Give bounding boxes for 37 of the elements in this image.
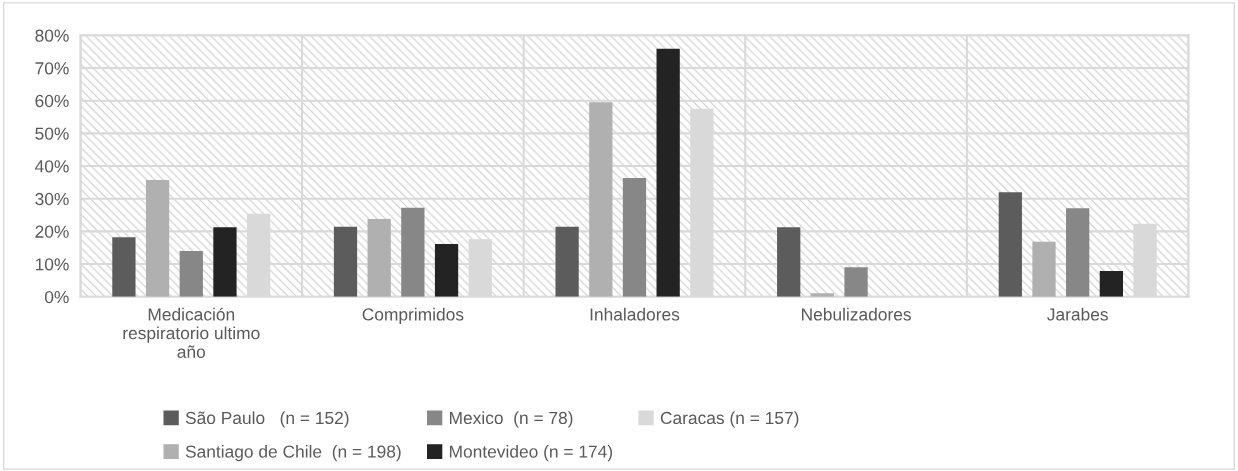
legend-label: Caracas (n = 157): [660, 411, 799, 428]
y-tick-label: 0%: [44, 290, 69, 304]
y-tick-label: 80%: [35, 29, 69, 42]
bar: [367, 218, 391, 297]
bar: [333, 226, 358, 297]
bar: [656, 48, 680, 297]
x-tick-label: Jarabes: [1047, 307, 1108, 321]
y-tick-label: 70%: [35, 62, 69, 75]
bar: [1066, 208, 1090, 297]
bar: [622, 178, 647, 297]
legend-label: São Paulo (n = 152): [185, 411, 349, 428]
y-tick-label: 50%: [35, 127, 69, 140]
x-tick-label: Inhaladores: [590, 307, 680, 321]
bar: [401, 207, 425, 297]
x-tick-label: Medicación respiratorio ultimo año: [123, 307, 260, 358]
x-tick-label: Nebulizadores: [802, 307, 911, 321]
y-tick-label: 20%: [35, 225, 69, 238]
bar: [1099, 270, 1123, 297]
bar: [112, 237, 136, 297]
legend-label: Santiago de Chile (n = 198): [185, 444, 401, 462]
bar: [777, 227, 801, 297]
y-tick-label: 60%: [35, 94, 69, 108]
y-tick-label: 30%: [35, 192, 69, 206]
bar: [179, 250, 203, 297]
legend-label: Montevideo (n = 174): [449, 444, 613, 462]
bar: [589, 102, 613, 297]
bar: [145, 180, 170, 297]
bar: [555, 226, 579, 297]
bar: [1032, 241, 1056, 297]
x-tick-label: Comprimidos: [362, 307, 464, 325]
bar: [434, 244, 459, 297]
bar: [844, 267, 868, 297]
bar: [213, 227, 237, 297]
legend-label: Mexico (n = 78): [449, 411, 573, 428]
y-tick-label: 40%: [35, 160, 69, 173]
y-tick-label: 10%: [35, 258, 69, 271]
bar: [998, 192, 1022, 297]
